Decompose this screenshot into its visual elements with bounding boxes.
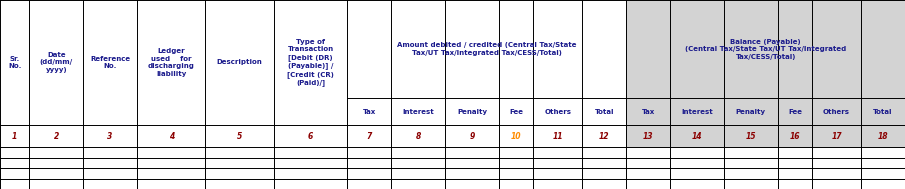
Text: 3: 3 [108, 132, 113, 141]
Text: 1: 1 [12, 132, 17, 141]
Text: 4: 4 [168, 132, 174, 141]
Text: 8: 8 [415, 132, 421, 141]
Text: 5: 5 [237, 132, 243, 141]
Text: 12: 12 [599, 132, 609, 141]
Text: 2: 2 [53, 132, 59, 141]
Bar [626, 0, 905, 147]
Text: 17: 17 [832, 132, 842, 141]
Text: Reference
No.: Reference No. [90, 56, 130, 69]
Text: Ledger
used    for
discharging
liability: Ledger used for discharging liability [148, 48, 195, 77]
Text: Others: Others [823, 108, 850, 115]
Text: 10: 10 [510, 132, 521, 141]
Text: Description: Description [217, 59, 262, 65]
Text: Fee: Fee [510, 108, 523, 115]
Text: Interest: Interest [681, 108, 713, 115]
Text: Amount debited / credited (Central Tax/State
Tax/UT Tax/Integrated Tax/CESS/Tota: Amount debited / credited (Central Tax/S… [397, 42, 576, 56]
Text: Fee: Fee [788, 108, 802, 115]
Text: 14: 14 [691, 132, 702, 141]
Text: Total: Total [595, 108, 614, 115]
Text: Penalty: Penalty [736, 108, 766, 115]
Text: Interest: Interest [403, 108, 434, 115]
Text: Sr.
No.: Sr. No. [8, 56, 22, 69]
Text: Date
(dd/mm/
yyyy): Date (dd/mm/ yyyy) [40, 52, 72, 73]
Text: 18: 18 [878, 132, 888, 141]
Text: 11: 11 [552, 132, 563, 141]
Text: 13: 13 [643, 132, 653, 141]
Text: Type of
Transaction
[Debit (DR)
(Payable)] /
[Credit (CR)
(Paid)/]: Type of Transaction [Debit (DR) (Payable… [287, 39, 334, 86]
Text: Total: Total [873, 108, 892, 115]
Text: 6: 6 [308, 132, 313, 141]
Text: Tax: Tax [642, 108, 655, 115]
Text: 7: 7 [367, 132, 372, 141]
Text: 15: 15 [746, 132, 757, 141]
Text: 9: 9 [470, 132, 475, 141]
Text: Penalty: Penalty [457, 108, 487, 115]
Text: Others: Others [544, 108, 571, 115]
Text: 16: 16 [790, 132, 800, 141]
Text: Tax: Tax [363, 108, 376, 115]
Text: Balance (Payable)
(Central Tax/State Tax/UT Tax/Integrated
Tax/CESS/Total): Balance (Payable) (Central Tax/State Tax… [685, 39, 846, 60]
